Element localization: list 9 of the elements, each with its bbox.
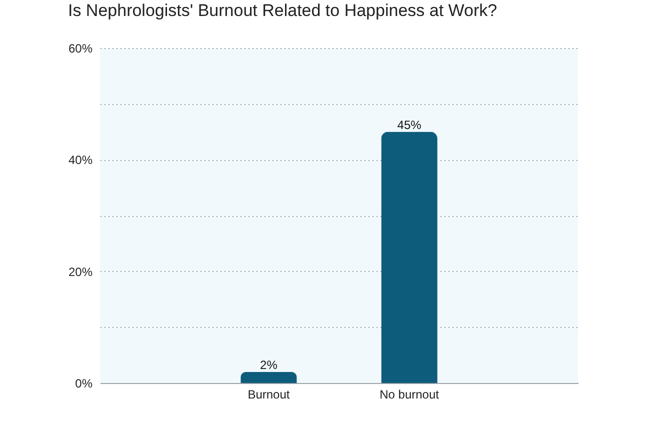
data-label: 45%	[397, 118, 422, 132]
y-tick-label: 0%	[75, 376, 93, 390]
y-tick-label: 20%	[68, 264, 93, 279]
chart-title: Is Nephrologists' Burnout Related to Happiness at Work?	[68, 1, 498, 20]
x-tick-label: Burnout	[248, 388, 290, 402]
y-tick-label: 60%	[68, 42, 93, 56]
x-tick-label: No burnout	[380, 388, 440, 402]
y-tick-label: 40%	[68, 153, 93, 168]
data-label: 2%	[260, 358, 278, 372]
